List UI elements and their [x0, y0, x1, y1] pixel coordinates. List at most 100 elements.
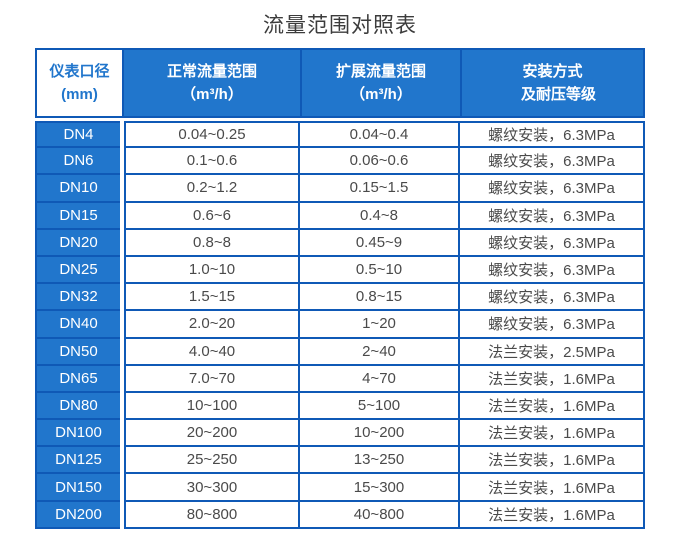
extended-cell: 40~800 [298, 501, 458, 529]
extended-cell: 10~200 [298, 420, 458, 448]
install-cell: 螺纹安装，6.3MPa [458, 202, 645, 230]
extended-cell: 5~100 [298, 392, 458, 421]
column-spacer [120, 229, 124, 257]
header-line: 及耐压等级 [520, 86, 596, 103]
table-row: DN50 4.0~40 2~40 法兰安装，2.5MPa [35, 338, 645, 366]
install-cell: 螺纹安装，6.3MPa [458, 148, 645, 176]
dn-cell: DN80 [35, 392, 120, 421]
dn-cell: DN40 [35, 311, 120, 339]
extended-cell: 0.15~1.5 [298, 175, 458, 203]
dn-cell: DN100 [35, 420, 120, 448]
header-cell-install: 安装方式 及耐压等级 [460, 50, 643, 116]
extended-cell: 15~300 [298, 474, 458, 502]
extended-cell: 13~250 [298, 447, 458, 475]
table-row: DN25 1.0~10 0.5~10 螺纹安装，6.3MPa [35, 256, 645, 285]
header-cell-normal-range: 正常流量范围 （m³/h） [122, 50, 300, 116]
install-cell: 法兰安装，1.6MPa [458, 447, 645, 475]
normal-cell: 0.04~0.25 [124, 121, 298, 149]
header-line: (mm) [61, 86, 98, 103]
normal-cell: 2.0~20 [124, 311, 298, 339]
column-spacer [120, 365, 124, 393]
dn-cell: DN15 [35, 202, 120, 230]
extended-cell: 0.8~15 [298, 284, 458, 312]
column-spacer [120, 474, 124, 502]
table-header: 仪表口径 (mm) 正常流量范围 （m³/h） 扩展流量范围 （m³/h） 安装… [35, 48, 645, 118]
table-row: DN80 10~100 5~100 法兰安装，1.6MPa [35, 392, 645, 421]
install-cell: 螺纹安装，6.3MPa [458, 229, 645, 257]
normal-cell: 7.0~70 [124, 365, 298, 393]
normal-cell: 10~100 [124, 392, 298, 421]
install-cell: 法兰安装，1.6MPa [458, 365, 645, 393]
header-line: 扩展流量范围 [335, 62, 426, 80]
table-row: DN20 0.8~8 0.45~9 螺纹安装，6.3MPa [35, 229, 645, 257]
table-row: DN6 0.1~0.6 0.06~0.6 螺纹安装，6.3MPa [35, 148, 645, 176]
column-spacer [120, 420, 124, 448]
normal-cell: 0.8~8 [124, 229, 298, 257]
normal-cell: 25~250 [124, 447, 298, 475]
column-spacer [120, 311, 124, 339]
header-line: 正常流量范围 [166, 62, 257, 80]
extended-cell: 1~20 [298, 311, 458, 339]
normal-cell: 80~800 [124, 501, 298, 529]
table-row: DN4 0.04~0.25 0.04~0.4 螺纹安装，6.3MPa [35, 121, 645, 149]
header-cell-extended-range: 扩展流量范围 （m³/h） [300, 50, 460, 116]
install-cell: 螺纹安装，6.3MPa [458, 311, 645, 339]
dn-cell: DN125 [35, 447, 120, 475]
install-cell: 螺纹安装，6.3MPa [458, 175, 645, 203]
table-row: DN125 25~250 13~250 法兰安装，1.6MPa [35, 447, 645, 475]
extended-cell: 0.4~8 [298, 202, 458, 230]
flow-range-table: 仪表口径 (mm) 正常流量范围 （m³/h） 扩展流量范围 （m³/h） 安装… [35, 48, 645, 529]
normal-cell: 0.1~0.6 [124, 148, 298, 176]
dn-cell: DN6 [35, 148, 120, 176]
dn-cell: DN65 [35, 365, 120, 393]
table-row: DN100 20~200 10~200 法兰安装，1.6MPa [35, 420, 645, 448]
column-spacer [120, 175, 124, 203]
dn-cell: DN4 [35, 121, 120, 149]
normal-cell: 30~300 [124, 474, 298, 502]
table-row: DN40 2.0~20 1~20 螺纹安装，6.3MPa [35, 311, 645, 339]
install-cell: 螺纹安装，6.3MPa [458, 256, 645, 285]
normal-cell: 0.2~1.2 [124, 175, 298, 203]
dn-cell: DN50 [35, 338, 120, 366]
extended-cell: 0.45~9 [298, 229, 458, 257]
column-spacer [120, 256, 124, 285]
table-row: DN150 30~300 15~300 法兰安装，1.6MPa [35, 474, 645, 502]
extended-cell: 0.5~10 [298, 256, 458, 285]
dn-cell: DN10 [35, 175, 120, 203]
column-spacer [120, 202, 124, 230]
install-cell: 螺纹安装，6.3MPa [458, 121, 645, 149]
install-cell: 法兰安装，1.6MPa [458, 420, 645, 448]
extended-cell: 0.04~0.4 [298, 121, 458, 149]
column-spacer [120, 501, 124, 529]
table-row: DN65 7.0~70 4~70 法兰安装，1.6MPa [35, 365, 645, 393]
table-row: DN200 80~800 40~800 法兰安装，1.6MPa [35, 501, 645, 529]
install-cell: 螺纹安装，6.3MPa [458, 284, 645, 312]
extended-cell: 0.06~0.6 [298, 148, 458, 176]
dn-cell: DN150 [35, 474, 120, 502]
dn-cell: DN20 [35, 229, 120, 257]
normal-cell: 4.0~40 [124, 338, 298, 366]
install-cell: 法兰安装，1.6MPa [458, 474, 645, 502]
normal-cell: 20~200 [124, 420, 298, 448]
table-row: DN15 0.6~6 0.4~8 螺纹安装，6.3MPa [35, 202, 645, 230]
column-spacer [120, 392, 124, 421]
column-spacer [120, 148, 124, 176]
dn-cell: DN32 [35, 284, 120, 312]
dn-cell: DN200 [35, 501, 120, 529]
normal-cell: 0.6~6 [124, 202, 298, 230]
header-cell-diameter: 仪表口径 (mm) [37, 50, 122, 116]
header-line: 仪表口径 [49, 62, 110, 80]
page-title: 流量范围对照表 [263, 14, 417, 37]
normal-cell: 1.5~15 [124, 284, 298, 312]
column-spacer [120, 284, 124, 312]
normal-cell: 1.0~10 [124, 256, 298, 285]
table-row: DN32 1.5~15 0.8~15 螺纹安装，6.3MPa [35, 284, 645, 312]
dn-cell: DN25 [35, 256, 120, 285]
install-cell: 法兰安装，1.6MPa [458, 501, 645, 529]
table-body: DN4 0.04~0.25 0.04~0.4 螺纹安装，6.3MPa DN6 0… [35, 121, 645, 529]
column-spacer [120, 121, 124, 149]
install-cell: 法兰安装，1.6MPa [458, 392, 645, 421]
extended-cell: 2~40 [298, 338, 458, 366]
table-row: DN10 0.2~1.2 0.15~1.5 螺纹安装，6.3MPa [35, 175, 645, 203]
header-line: （m³/h） [181, 86, 243, 103]
